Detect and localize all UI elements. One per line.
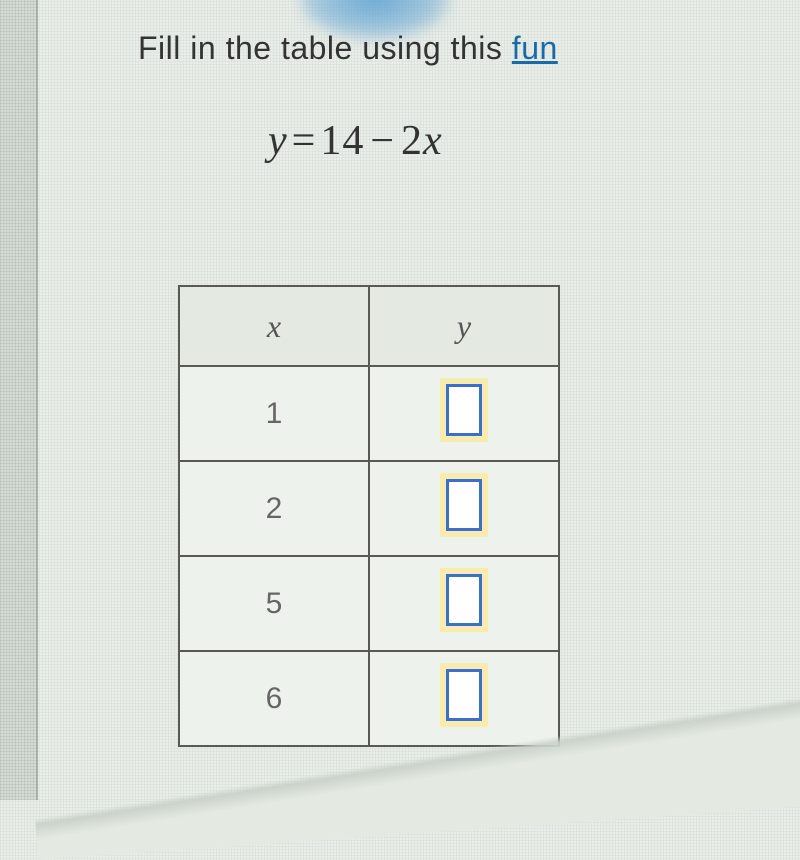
y-cell: [369, 366, 559, 461]
table-row: 1: [179, 366, 559, 461]
function-rule-link[interactable]: fun: [512, 30, 558, 66]
instruction-text: Fill in the table using this fun: [138, 30, 800, 67]
table-header-row: x y: [179, 286, 559, 366]
y-input[interactable]: [446, 479, 482, 531]
x-value: 2: [179, 461, 369, 556]
equation: y=14−2x: [268, 117, 800, 165]
instruction-prefix: Fill in the table using this: [138, 30, 512, 66]
y-input[interactable]: [446, 384, 482, 436]
y-input[interactable]: [446, 574, 482, 626]
window-left-edge: [0, 0, 38, 800]
table-row: 5: [179, 556, 559, 651]
equation-coef: 2: [401, 118, 423, 164]
y-cell: [369, 556, 559, 651]
x-value: 1: [179, 366, 369, 461]
header-y: y: [369, 286, 559, 366]
equation-constant: 14: [320, 118, 364, 164]
table-row: 2: [179, 461, 559, 556]
equation-x: x: [423, 118, 443, 164]
header-x: x: [179, 286, 369, 366]
equation-y: y: [268, 118, 288, 164]
content-area: Fill in the table using this fun y=14−2x…: [38, 0, 800, 747]
equation-equals: =: [292, 118, 317, 164]
y-cell: [369, 461, 559, 556]
equation-minus: −: [370, 118, 395, 164]
x-value: 5: [179, 556, 369, 651]
